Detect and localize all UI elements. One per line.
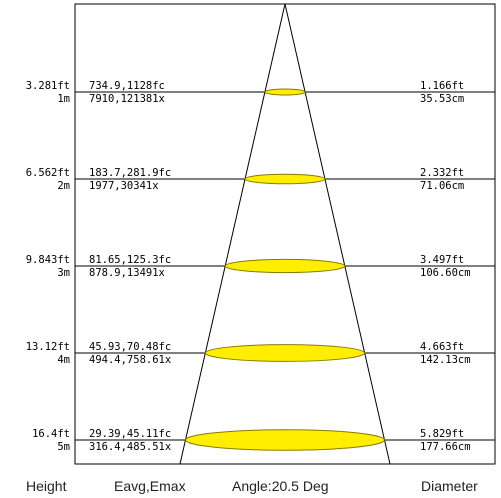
- footer-angle-label: Angle:20.5 Deg: [232, 478, 329, 494]
- light-spot: [264, 88, 306, 96]
- illuminance-lx-label: 878.9,13491x: [89, 267, 165, 279]
- height-m-label: 1m: [57, 93, 70, 105]
- diameter-ft-label: 4.663ft: [420, 341, 464, 353]
- illuminance-fc-label: 734.9,1128fc: [89, 80, 165, 92]
- beam-edge-right: [284, 3, 391, 465]
- illuminance-fc-label: 81.65,125.3fc: [89, 254, 171, 266]
- diameter-cm-label: 177.66cm: [420, 441, 471, 453]
- diameter-ft-label: 3.497ft: [420, 254, 464, 266]
- footer-eavg-label: Eavg,Emax: [114, 478, 186, 494]
- height-m-label: 5m: [57, 441, 70, 453]
- height-ft-label: 13.12ft: [26, 341, 70, 353]
- height-ft-label: 16.4ft: [32, 428, 70, 440]
- diameter-cm-label: 35.53cm: [420, 93, 464, 105]
- height-ft-label: 6.562ft: [26, 167, 70, 179]
- light-spot: [224, 258, 346, 274]
- diameter-cm-label: 106.60cm: [420, 267, 471, 279]
- illuminance-fc-label: 29.39,45.11fc: [89, 428, 171, 440]
- light-spot: [204, 344, 366, 362]
- light-spot: [244, 173, 326, 185]
- illuminance-fc-label: 183.7,281.9fc: [89, 167, 171, 179]
- diameter-ft-label: 2.332ft: [420, 167, 464, 179]
- footer-height-label: Height: [26, 478, 67, 494]
- diameter-cm-label: 142.13cm: [420, 354, 471, 366]
- illuminance-fc-label: 45.93,70.48fc: [89, 341, 171, 353]
- illuminance-lx-label: 316.4,485.51x: [89, 441, 171, 453]
- light-spot: [184, 429, 386, 451]
- illuminance-lx-label: 494.4,758.61x: [89, 354, 171, 366]
- height-ft-label: 3.281ft: [26, 80, 70, 92]
- height-ft-label: 9.843ft: [26, 254, 70, 266]
- height-m-label: 2m: [57, 180, 70, 192]
- illuminance-lx-label: 7910,121381x: [89, 93, 165, 105]
- footer-diameter-label: Diameter: [421, 478, 478, 494]
- diameter-cm-label: 71.06cm: [420, 180, 464, 192]
- beam-edge-left: [179, 3, 286, 465]
- diameter-ft-label: 5.829ft: [420, 428, 464, 440]
- diameter-ft-label: 1.166ft: [420, 80, 464, 92]
- height-m-label: 4m: [57, 354, 70, 366]
- diagram-frame: [74, 3, 496, 465]
- height-m-label: 3m: [57, 267, 70, 279]
- illuminance-lx-label: 1977,30341x: [89, 180, 159, 192]
